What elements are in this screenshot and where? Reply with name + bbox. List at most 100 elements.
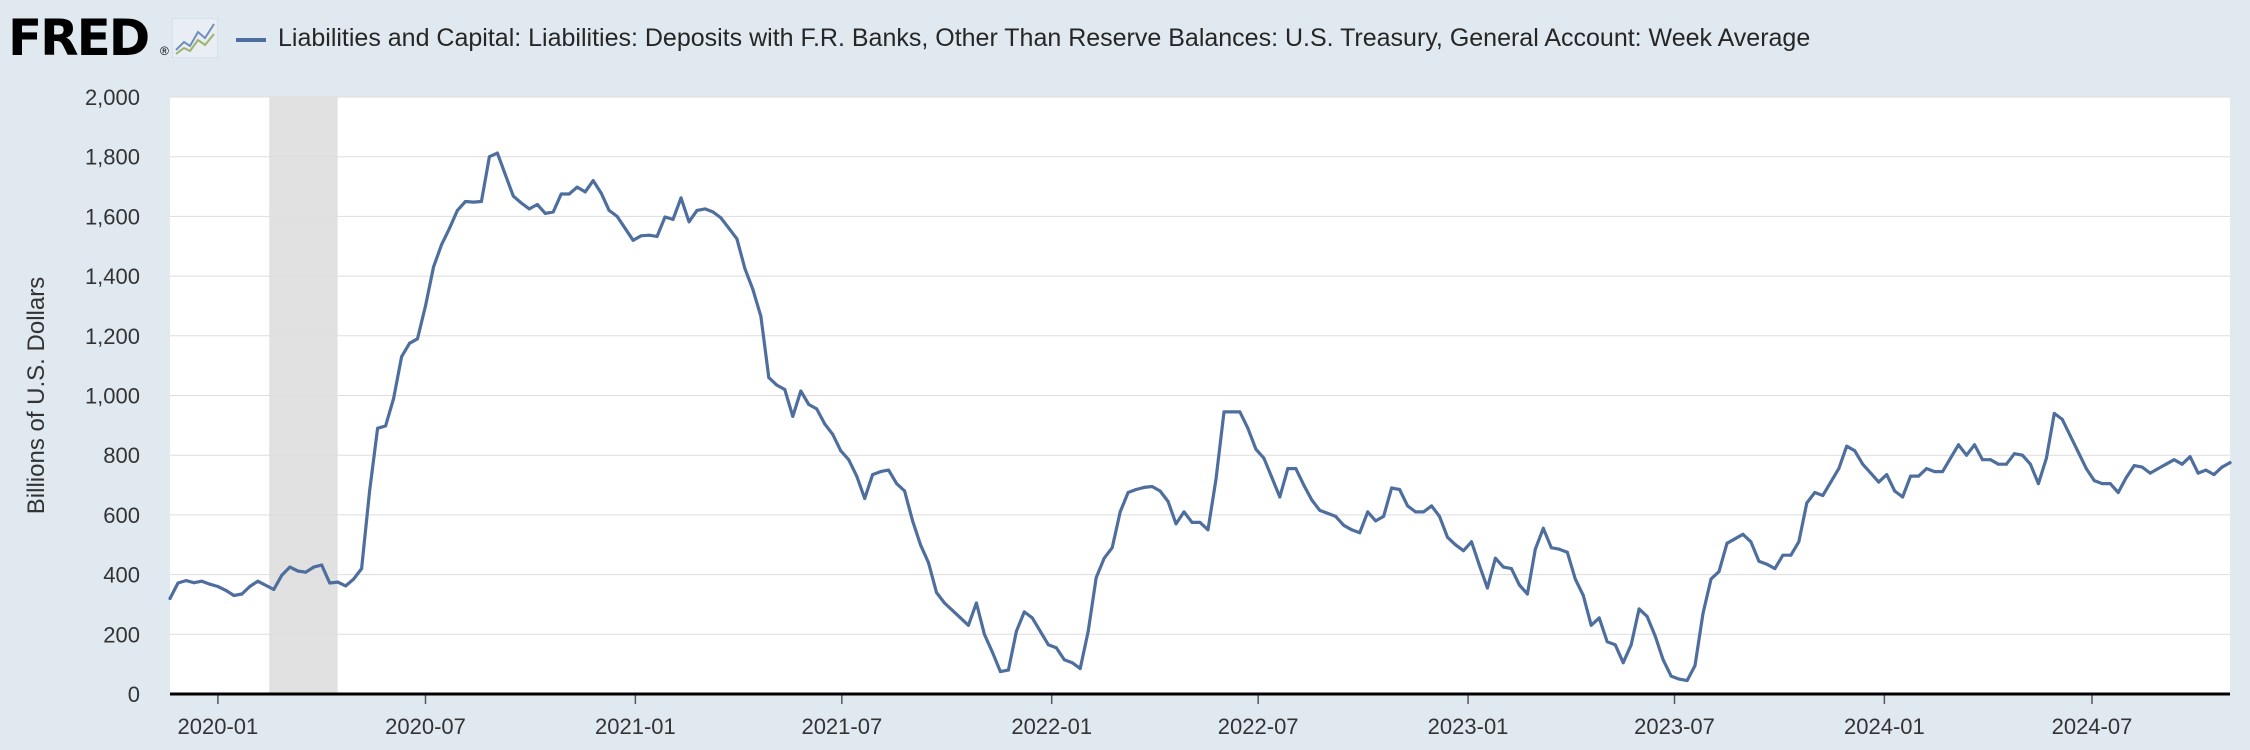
data-point [1661, 658, 1665, 662]
data-point [1861, 462, 1865, 466]
data-point [487, 155, 491, 159]
data-point [607, 208, 611, 212]
data-point [2132, 464, 2136, 468]
data-point [1070, 661, 1074, 665]
x-tick-label: 2021-07 [801, 714, 882, 739]
data-point [1094, 576, 1098, 580]
y-tick-label: 1,800 [85, 145, 140, 170]
data-point [2068, 434, 2072, 438]
data-point [1853, 449, 1857, 453]
data-point [376, 426, 380, 430]
data-point [2228, 461, 2232, 465]
data-point [1270, 476, 1274, 480]
data-point [591, 179, 595, 183]
data-point [974, 601, 978, 605]
data-point [1541, 526, 1545, 530]
data-point [990, 650, 994, 654]
data-point [1789, 553, 1793, 557]
data-point [1150, 485, 1154, 488]
data-point [775, 383, 779, 387]
data-point [2164, 462, 2168, 466]
data-point [248, 585, 252, 588]
data-point [982, 632, 986, 636]
data-point [1438, 514, 1441, 518]
data-point [719, 216, 723, 220]
data-point [1765, 562, 1769, 566]
data-point [1501, 565, 1505, 569]
data-point [887, 468, 891, 472]
data-point [911, 519, 915, 523]
data-point [1901, 495, 1905, 499]
data-point [1190, 520, 1194, 524]
data-point [1398, 488, 1402, 491]
data-point [1230, 410, 1234, 414]
data-point [1358, 531, 1362, 535]
data-point [1493, 556, 1497, 560]
data-point [671, 217, 675, 221]
data-point [1318, 508, 1322, 512]
data-point [1837, 467, 1841, 471]
data-point [1509, 567, 1513, 571]
data-point [2076, 450, 2080, 454]
data-point [511, 194, 515, 198]
x-tick-label: 2023-01 [1428, 714, 1509, 739]
data-point [2124, 476, 2128, 480]
data-point [360, 567, 364, 571]
data-point [1334, 514, 1338, 518]
data-point [1478, 564, 1481, 568]
data-point [943, 601, 946, 605]
data-point [1390, 486, 1394, 490]
data-point [1629, 643, 1633, 647]
data-point [951, 608, 954, 612]
data-point [2156, 467, 2160, 471]
data-point [1813, 491, 1817, 494]
data-point [823, 422, 827, 426]
data-point [1965, 453, 1968, 457]
data-point [575, 185, 579, 189]
data-point [1773, 567, 1777, 571]
data-point [1214, 477, 1218, 481]
y-tick-label: 1,400 [85, 264, 140, 289]
data-point [1781, 553, 1785, 557]
data-point [919, 543, 922, 547]
data-point [1342, 523, 1346, 527]
data-point [599, 191, 603, 195]
data-point [440, 243, 443, 247]
data-point [1406, 504, 1410, 508]
data-point [176, 581, 180, 585]
data-point [655, 234, 659, 238]
data-point [1925, 467, 1929, 471]
data-point [1749, 540, 1753, 544]
data-point [1254, 447, 1258, 451]
data-point [895, 482, 899, 486]
data-point [1414, 510, 1418, 514]
data-point [1158, 489, 1162, 493]
data-point [1573, 577, 1577, 581]
data-point [1613, 643, 1617, 647]
data-point [2020, 453, 2024, 457]
data-point [1669, 674, 1673, 678]
data-point [1422, 510, 1426, 514]
fred-logo[interactable]: FRED [8, 9, 150, 67]
data-point [200, 579, 204, 583]
data-point [1717, 570, 1721, 574]
data-point [1238, 410, 1242, 414]
data-point [392, 397, 396, 400]
data-point [1981, 458, 1984, 462]
data-point [1246, 426, 1250, 430]
data-point [272, 588, 276, 591]
data-point [184, 579, 188, 583]
data-point [320, 563, 324, 567]
data-point [879, 470, 883, 474]
data-point [2036, 482, 2040, 486]
data-point [432, 265, 435, 269]
data-point [791, 414, 795, 418]
data-point [1134, 488, 1138, 491]
data-point [1517, 583, 1521, 587]
data-point [1142, 485, 1146, 489]
data-point [1957, 443, 1960, 447]
data-point [903, 489, 907, 493]
data-point [1869, 471, 1873, 475]
data-point [471, 200, 475, 204]
data-point [959, 616, 962, 620]
